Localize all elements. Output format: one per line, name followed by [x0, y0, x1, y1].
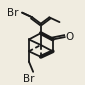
Text: O: O [65, 32, 74, 42]
Text: Br: Br [7, 8, 18, 18]
Text: Br: Br [23, 74, 35, 84]
